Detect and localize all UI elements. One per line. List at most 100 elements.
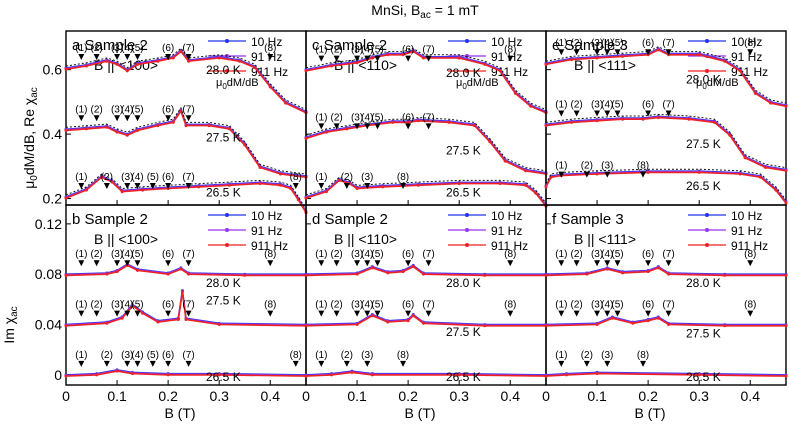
data-point bbox=[64, 128, 68, 132]
temperature-label: 28.0 K bbox=[446, 276, 481, 290]
data-point bbox=[738, 172, 742, 176]
transition-marker bbox=[165, 182, 172, 189]
transition-marker-label: (3) bbox=[601, 350, 613, 361]
data-point bbox=[179, 267, 183, 271]
transition-marker-label: (5) bbox=[611, 38, 623, 49]
transition-marker-label: (6) bbox=[162, 300, 174, 311]
series-line-911Hz bbox=[65, 176, 307, 214]
data-point bbox=[304, 196, 308, 200]
data-point bbox=[667, 272, 671, 276]
data-point bbox=[570, 58, 574, 62]
data-point bbox=[784, 104, 788, 108]
series-line-dmdb bbox=[545, 113, 787, 169]
data-point bbox=[197, 185, 201, 189]
transition-marker-label: (1) bbox=[75, 172, 87, 183]
data-point bbox=[524, 169, 528, 173]
data-point bbox=[125, 69, 129, 73]
data-point bbox=[764, 166, 768, 170]
panel-f: 0 0.1 0.2 0.3 0.4f Sample 3B || <111>10 Hz91… bbox=[542, 204, 788, 404]
transition-marker-label: (6) bbox=[162, 350, 174, 361]
transition-marker-label: (6) bbox=[162, 249, 174, 260]
data-point bbox=[585, 272, 589, 276]
transition-marker-label: (1) bbox=[315, 45, 327, 56]
transition-marker-label: (7) bbox=[662, 38, 674, 49]
transition-marker bbox=[364, 182, 371, 189]
temperature-label: 28.0 K bbox=[686, 276, 721, 290]
data-point bbox=[723, 324, 727, 328]
transition-marker bbox=[405, 310, 412, 317]
data-point bbox=[595, 119, 599, 123]
transition-marker-label: (5) bbox=[131, 249, 143, 260]
legend-marker bbox=[225, 243, 229, 247]
series-line-dmdb bbox=[65, 47, 307, 111]
transition-marker-label: (7) bbox=[182, 172, 194, 183]
transition-marker-label: (4) bbox=[121, 104, 133, 115]
transition-marker bbox=[604, 171, 611, 178]
data-point bbox=[483, 273, 487, 277]
legend-label: 91 Hz bbox=[251, 224, 282, 238]
data-point bbox=[411, 265, 415, 269]
transition-marker-label: (4) bbox=[601, 99, 613, 110]
series-line-911Hz bbox=[545, 116, 787, 172]
data-point bbox=[595, 323, 599, 327]
temperature-label: 27.5 K bbox=[446, 144, 481, 158]
transition-marker-label: (8) bbox=[504, 249, 516, 260]
transition-marker-label: (5) bbox=[147, 350, 159, 361]
data-point bbox=[457, 182, 461, 186]
y-tick-label: 0.12 bbox=[35, 216, 62, 232]
legend-marker bbox=[465, 54, 469, 58]
legend-label: 10 Hz bbox=[731, 35, 762, 49]
data-point bbox=[243, 273, 247, 277]
transition-marker bbox=[747, 260, 754, 267]
data-point bbox=[324, 130, 328, 134]
transition-marker bbox=[185, 54, 192, 61]
transition-marker bbox=[594, 110, 601, 117]
data-point bbox=[595, 56, 599, 60]
data-point bbox=[355, 272, 359, 276]
data-point bbox=[355, 61, 359, 65]
transition-marker bbox=[614, 260, 621, 267]
legend-label: 10 Hz bbox=[491, 209, 522, 223]
transition-marker bbox=[124, 260, 131, 267]
data-point bbox=[621, 117, 625, 121]
data-point bbox=[115, 130, 119, 134]
transition-marker bbox=[425, 260, 432, 267]
data-point bbox=[105, 59, 109, 63]
transition-marker bbox=[374, 123, 381, 130]
data-point bbox=[278, 183, 282, 187]
transition-marker-label: (7) bbox=[422, 45, 434, 56]
data-point bbox=[738, 69, 742, 73]
transition-marker-label: (4) bbox=[361, 112, 373, 123]
series-line-91Hz bbox=[65, 108, 307, 178]
data-point bbox=[656, 48, 660, 52]
data-point bbox=[304, 324, 308, 328]
transition-marker-label: (1) bbox=[315, 112, 327, 123]
legend-marker bbox=[465, 69, 469, 73]
transition-marker bbox=[114, 310, 121, 317]
transition-marker bbox=[583, 171, 590, 178]
transition-marker bbox=[374, 55, 381, 62]
transition-marker bbox=[558, 171, 565, 178]
temperature-label: 26.5 K bbox=[446, 185, 481, 199]
transition-marker bbox=[558, 49, 565, 56]
data-point bbox=[156, 59, 160, 63]
data-point bbox=[166, 373, 170, 377]
transition-marker-label: (3) bbox=[601, 161, 613, 172]
data-point bbox=[330, 373, 334, 377]
transition-marker-label: (3) bbox=[351, 300, 363, 311]
data-point bbox=[105, 272, 109, 276]
transition-marker bbox=[425, 123, 432, 130]
transition-marker-label: (8) bbox=[290, 350, 302, 361]
transition-marker bbox=[333, 55, 340, 62]
data-point bbox=[656, 266, 660, 270]
transition-marker-label: (3) bbox=[361, 350, 373, 361]
transition-marker bbox=[645, 310, 652, 317]
series-line-10Hz bbox=[65, 108, 307, 177]
transition-marker bbox=[318, 123, 325, 130]
transition-marker-label: (4) bbox=[361, 45, 373, 56]
transition-marker bbox=[364, 360, 371, 367]
data-point bbox=[386, 271, 390, 275]
series-line-10Hz bbox=[305, 118, 547, 174]
dmdb-annotation: μ0dM/dB bbox=[216, 77, 259, 91]
transition-marker-label: (8) bbox=[397, 172, 409, 183]
